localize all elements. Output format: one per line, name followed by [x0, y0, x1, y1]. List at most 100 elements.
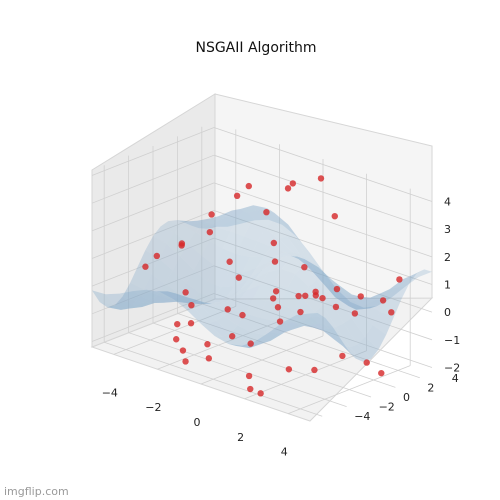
scatter-point	[174, 320, 181, 328]
grid-line	[91, 265, 215, 315]
scatter-point	[311, 366, 318, 374]
grid-lines	[91, 126, 433, 417]
grid-line	[91, 293, 215, 342]
surface-patch	[341, 297, 363, 307]
scatter-point	[295, 292, 302, 300]
surface-patch	[213, 286, 235, 298]
surface-patch	[244, 221, 266, 242]
surface-patch	[204, 302, 226, 306]
surface-patch	[161, 293, 183, 299]
x-tick-label: 0	[194, 416, 201, 429]
scatter-point	[332, 303, 340, 311]
scatter-point	[269, 295, 277, 302]
surface-patch	[298, 317, 320, 326]
surface-patch	[229, 325, 252, 342]
surface-patch	[348, 306, 370, 310]
surface-patch	[163, 299, 185, 303]
surface-patch	[198, 301, 220, 305]
surface-patch	[360, 292, 382, 299]
surface-patch	[203, 216, 225, 228]
surface-patch	[208, 320, 230, 337]
scatter-point	[205, 355, 213, 362]
y-tick-label: −4	[354, 410, 370, 423]
scatter-point	[388, 309, 395, 316]
surface-patch	[189, 218, 211, 224]
surface-patch	[186, 270, 208, 294]
surface-patch	[290, 314, 312, 324]
surface-patch	[302, 263, 325, 280]
surface-patch	[142, 302, 164, 307]
surface-patch	[255, 332, 277, 344]
scatter-point	[208, 211, 215, 218]
surface-patch	[183, 297, 205, 303]
surface-patch	[195, 223, 217, 241]
x-tick-label: 2	[237, 431, 244, 444]
surface-patch	[210, 210, 232, 219]
surface-patch	[397, 275, 419, 288]
y-tick-label: 4	[452, 372, 459, 385]
surface-patch	[233, 279, 255, 297]
surface-patch	[319, 277, 341, 298]
surface-patch	[172, 256, 194, 284]
surface-patch	[195, 307, 217, 324]
surface-patch	[278, 235, 301, 255]
grid-line	[152, 322, 372, 398]
grid-line	[91, 154, 215, 204]
surface-patch	[342, 301, 364, 310]
surface-patch	[312, 266, 334, 287]
scatter-point	[284, 185, 292, 192]
surface-patch	[174, 224, 196, 244]
surface-patch	[265, 220, 287, 240]
surface-patch	[258, 300, 280, 321]
surface-patch	[155, 298, 177, 303]
surface-patch	[356, 305, 378, 310]
surface-patch	[146, 289, 168, 293]
surface-patch	[145, 236, 167, 259]
surface-patch	[153, 226, 175, 244]
surface-patch	[245, 205, 267, 212]
surface-patch	[310, 263, 332, 280]
scatter-point	[229, 333, 236, 340]
surface-patch	[307, 258, 329, 287]
surface-patch	[218, 209, 240, 217]
surface-patch	[202, 306, 224, 321]
surface-patch	[140, 291, 162, 301]
surface-patch	[99, 301, 121, 310]
scatter-point	[319, 294, 326, 302]
surface-patch	[248, 261, 270, 280]
surface-patch	[276, 322, 298, 334]
surface-patch	[389, 275, 411, 290]
surface-patch	[343, 317, 365, 345]
surface-patch	[354, 298, 376, 307]
surface-patch	[134, 300, 156, 307]
surface-patch	[260, 269, 282, 285]
scatter-point	[235, 274, 242, 281]
grid-line	[91, 210, 215, 259]
scatter-point	[396, 276, 403, 283]
scatter-point	[317, 175, 325, 182]
scatter-point	[357, 293, 364, 300]
surface	[92, 205, 432, 362]
surface-patch	[216, 316, 238, 334]
surface-patch	[211, 296, 234, 304]
surface-patch	[281, 259, 303, 274]
surface-patch	[251, 211, 273, 229]
surface-patch	[180, 243, 202, 271]
grid-line	[91, 182, 215, 232]
surface-patch	[395, 273, 417, 287]
surface-patch	[251, 317, 273, 335]
surface-patch	[191, 222, 213, 229]
surface-patch	[201, 323, 223, 337]
z-tick-label: 4	[444, 196, 451, 209]
scatter-point	[379, 297, 387, 304]
surface-patch	[183, 220, 205, 226]
surface-patch	[154, 291, 176, 295]
surface-patch	[362, 299, 384, 309]
scatter-point	[363, 359, 370, 366]
surface-patch	[187, 308, 209, 324]
surface-patch	[257, 333, 279, 345]
z-tick-label: 1	[444, 279, 451, 292]
y-tick-label: 2	[427, 381, 434, 394]
surface-patch	[311, 317, 333, 328]
axes-panes	[90, 93, 434, 422]
